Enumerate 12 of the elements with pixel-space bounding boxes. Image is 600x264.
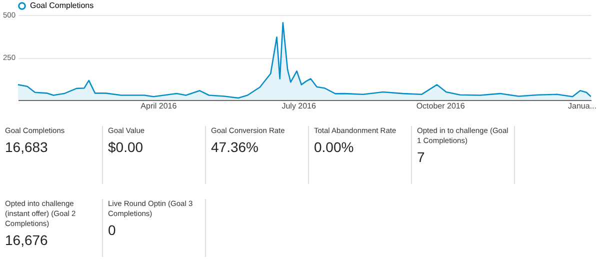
text: 47.36% — [211, 139, 260, 155]
text: 7 — [417, 149, 426, 165]
text: 0 — [108, 222, 117, 238]
legend-label: Goal Completions — [30, 1, 94, 10]
x-tick-label: April 2016 — [140, 102, 178, 110]
x-tick-label: July 2016 — [282, 102, 317, 110]
text: 16,683 — [5, 139, 49, 155]
x-tick-label: October 2016 — [416, 102, 466, 110]
x-tick-label: Janua... — [568, 102, 596, 110]
text: 0.00% — [314, 139, 355, 155]
text: $0.00 — [108, 139, 144, 155]
text: 16,676 — [5, 232, 49, 248]
